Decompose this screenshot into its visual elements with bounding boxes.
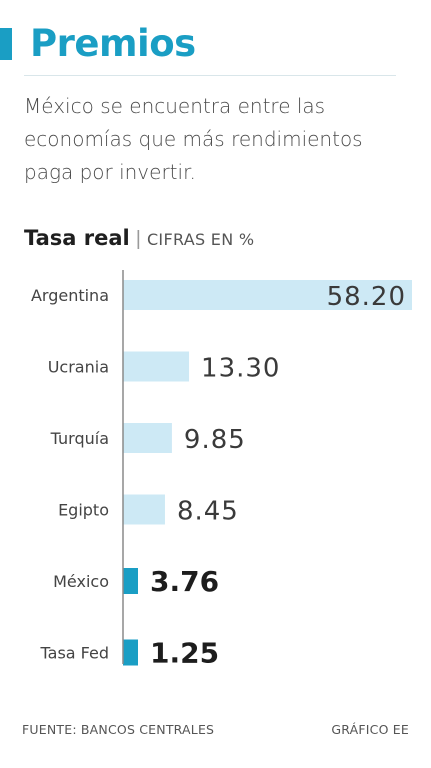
title-divider: [24, 75, 396, 76]
category-label-tasa-fed: Tasa Fed: [40, 644, 109, 663]
bar-tasa-fed: [123, 640, 138, 666]
bar-turquia: [123, 423, 172, 453]
chart-title: Tasa real: [24, 226, 130, 250]
bar-mexico: [123, 568, 138, 594]
chart-units: CIFRAS EN %: [147, 230, 254, 249]
chart-heading: Tasa real | CIFRAS EN %: [24, 226, 254, 251]
source-note: FUENTE: BANCOS CENTRALES: [22, 722, 214, 737]
value-label-mexico: 3.76: [150, 565, 219, 598]
category-label-mexico: México: [53, 572, 109, 591]
bar-chart: Argentina 58.20 Ucrania 13.30 Turquía 9.85 Egi…: [0, 270, 431, 710]
value-label-tasa-fed: 1.25: [150, 637, 219, 670]
bar-ucrania: [123, 352, 189, 382]
category-label-ucrania: Ucrania: [48, 358, 109, 377]
page-subtitle: México se encuentra entre las economías …: [24, 90, 404, 189]
category-label-egipto: Egipto: [58, 501, 109, 520]
value-label-turquia: 9.85: [184, 425, 246, 455]
value-label-argentina: 58.20: [327, 282, 406, 312]
category-label-turquia: Turquía: [50, 429, 109, 448]
category-label-argentina: Argentina: [31, 286, 109, 305]
graphic-credit: GRÁFICO EE: [331, 722, 409, 737]
chart-heading-separator: |: [136, 228, 141, 250]
value-label-egipto: 8.45: [177, 497, 239, 527]
value-label-ucrania: 13.30: [201, 354, 280, 384]
bar-egipto: [123, 495, 165, 525]
page-title: Premios: [30, 16, 196, 72]
title-accent-block: [0, 28, 12, 60]
